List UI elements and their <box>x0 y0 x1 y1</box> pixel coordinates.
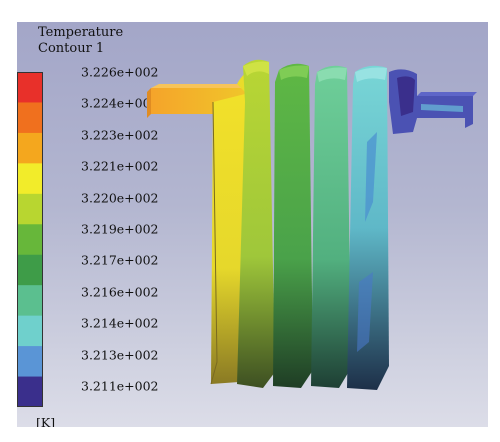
legend-tick-label: 3.224e+002 <box>81 95 159 111</box>
legend-swatch-6 <box>17 254 43 286</box>
coil-3 <box>273 63 313 388</box>
legend-tick-label: 3.221e+002 <box>81 158 159 174</box>
legend-title-line1: Temperature <box>38 25 124 40</box>
legend-title-line2: Contour 1 <box>38 41 105 56</box>
legend-swatch-0 <box>17 72 43 103</box>
legend-unit: [K] <box>36 415 56 427</box>
legend-tick-label: 3.220e+002 <box>81 190 159 206</box>
contour-viewport[interactable]: Temperature Contour 1 3.226e+002 3.224e+0… <box>17 22 488 427</box>
legend-tick-label: 3.219e+002 <box>81 221 159 237</box>
legend-swatch-10 <box>17 376 43 407</box>
legend-swatch-3 <box>17 163 43 195</box>
coil-5 <box>347 65 389 390</box>
coil-1 <box>210 71 261 385</box>
legend-swatch-7 <box>17 285 43 317</box>
coil-4 <box>311 65 351 388</box>
coil-2 <box>237 59 275 388</box>
legend-tick-label: 3.213e+002 <box>81 347 159 363</box>
legend-swatch-5 <box>17 224 43 256</box>
legend-swatch-1 <box>17 102 43 134</box>
legend-tick-label: 3.214e+002 <box>81 315 159 331</box>
legend-tick-label: 3.217e+002 <box>81 252 159 268</box>
legend-tick-label: 3.223e+002 <box>81 127 159 143</box>
legend-title: Temperature Contour 1 <box>38 25 123 57</box>
outlet-pipe <box>389 69 477 134</box>
heat-exchanger-render <box>147 59 477 390</box>
legend-tick-label: 3.211e+002 <box>81 378 159 394</box>
legend-tick-label: 3.226e+002 <box>81 64 159 80</box>
legend-swatch-4 <box>17 193 43 225</box>
legend-swatch-9 <box>17 346 43 378</box>
legend-swatch-2 <box>17 132 43 164</box>
legend-swatch-8 <box>17 315 43 347</box>
color-legend-bar <box>17 72 43 407</box>
legend-tick-label: 3.216e+002 <box>81 284 159 300</box>
